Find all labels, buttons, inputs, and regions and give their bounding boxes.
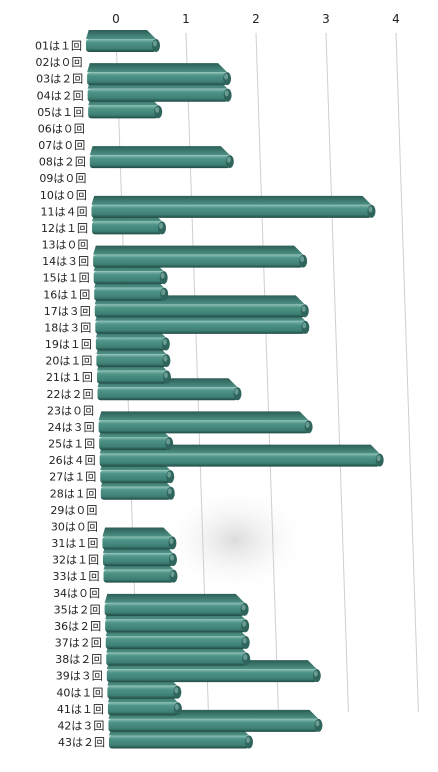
category-label: 43は２回	[58, 736, 105, 749]
category-label: 04は２回	[37, 89, 84, 102]
gridline-3	[325, 32, 349, 713]
category-label: 40は１回	[56, 686, 103, 699]
category-label: 19は１回	[45, 338, 92, 351]
category-label: 37は２回	[55, 637, 102, 650]
gridline-2	[255, 32, 279, 713]
category-label: 29は０回	[50, 504, 97, 517]
category-label: 24は３回	[48, 421, 95, 434]
category-label: 27は１回	[49, 471, 96, 484]
bar	[93, 245, 308, 268]
bar	[98, 411, 313, 434]
category-label: 38は２回	[55, 653, 102, 666]
category-label: 41は１回	[57, 703, 104, 716]
category-label: 22は２回	[47, 388, 94, 401]
category-label: 03は２回	[36, 73, 83, 86]
category-label: 12は１回	[41, 222, 88, 235]
bar	[104, 593, 249, 616]
bar	[89, 146, 234, 169]
bar	[86, 30, 160, 52]
x-tick-label: 1	[182, 12, 190, 26]
category-label: 23は０回	[47, 404, 94, 417]
category-label: 26は４回	[49, 454, 96, 467]
bar	[91, 195, 376, 218]
x-tick-label: 2	[252, 12, 260, 26]
category-label: 10は０回	[40, 189, 87, 202]
category-label: 14は３回	[42, 255, 89, 268]
category-label: 17は３回	[44, 305, 91, 318]
bar	[102, 527, 177, 550]
x-tick-label: 0	[112, 12, 120, 26]
category-label: 01は１回	[35, 40, 82, 53]
category-label: 21は１回	[46, 371, 93, 384]
category-label: 39は３回	[56, 670, 103, 683]
x-tick-label: 4	[392, 12, 400, 26]
category-label: 05は１回	[37, 106, 84, 119]
category-label: 16は１回	[43, 288, 90, 301]
category-label: 33は１回	[53, 570, 100, 583]
category-label: 32は１回	[52, 554, 99, 567]
category-label: 13は０回	[42, 239, 89, 252]
category-label: 34は０回	[53, 587, 100, 600]
bar	[108, 709, 323, 732]
category-label: 20は１回	[45, 355, 92, 368]
category-label: 35は２回	[54, 603, 101, 616]
floor-shadow	[160, 485, 310, 595]
category-label: 11は４回	[40, 205, 87, 218]
bar	[87, 63, 232, 86]
category-label: 36は２回	[54, 620, 101, 633]
category-label: 09は０回	[39, 172, 86, 185]
category-label: 28は１回	[50, 487, 97, 500]
category-label: 25は１回	[48, 438, 95, 451]
category-label: 18は３回	[44, 321, 91, 334]
category-label: 06は０回	[38, 122, 85, 135]
x-tick-label: 3	[322, 12, 330, 26]
category-label: 30は０回	[51, 520, 98, 533]
gridline-4	[395, 32, 419, 713]
category-label: 02は０回	[36, 56, 83, 69]
category-label: 08は２回	[39, 156, 86, 169]
category-label: 31は１回	[51, 537, 98, 550]
category-label: 42は３回	[57, 719, 104, 732]
category-label: 15は１回	[43, 272, 90, 285]
category-label: 07は０回	[38, 139, 85, 152]
